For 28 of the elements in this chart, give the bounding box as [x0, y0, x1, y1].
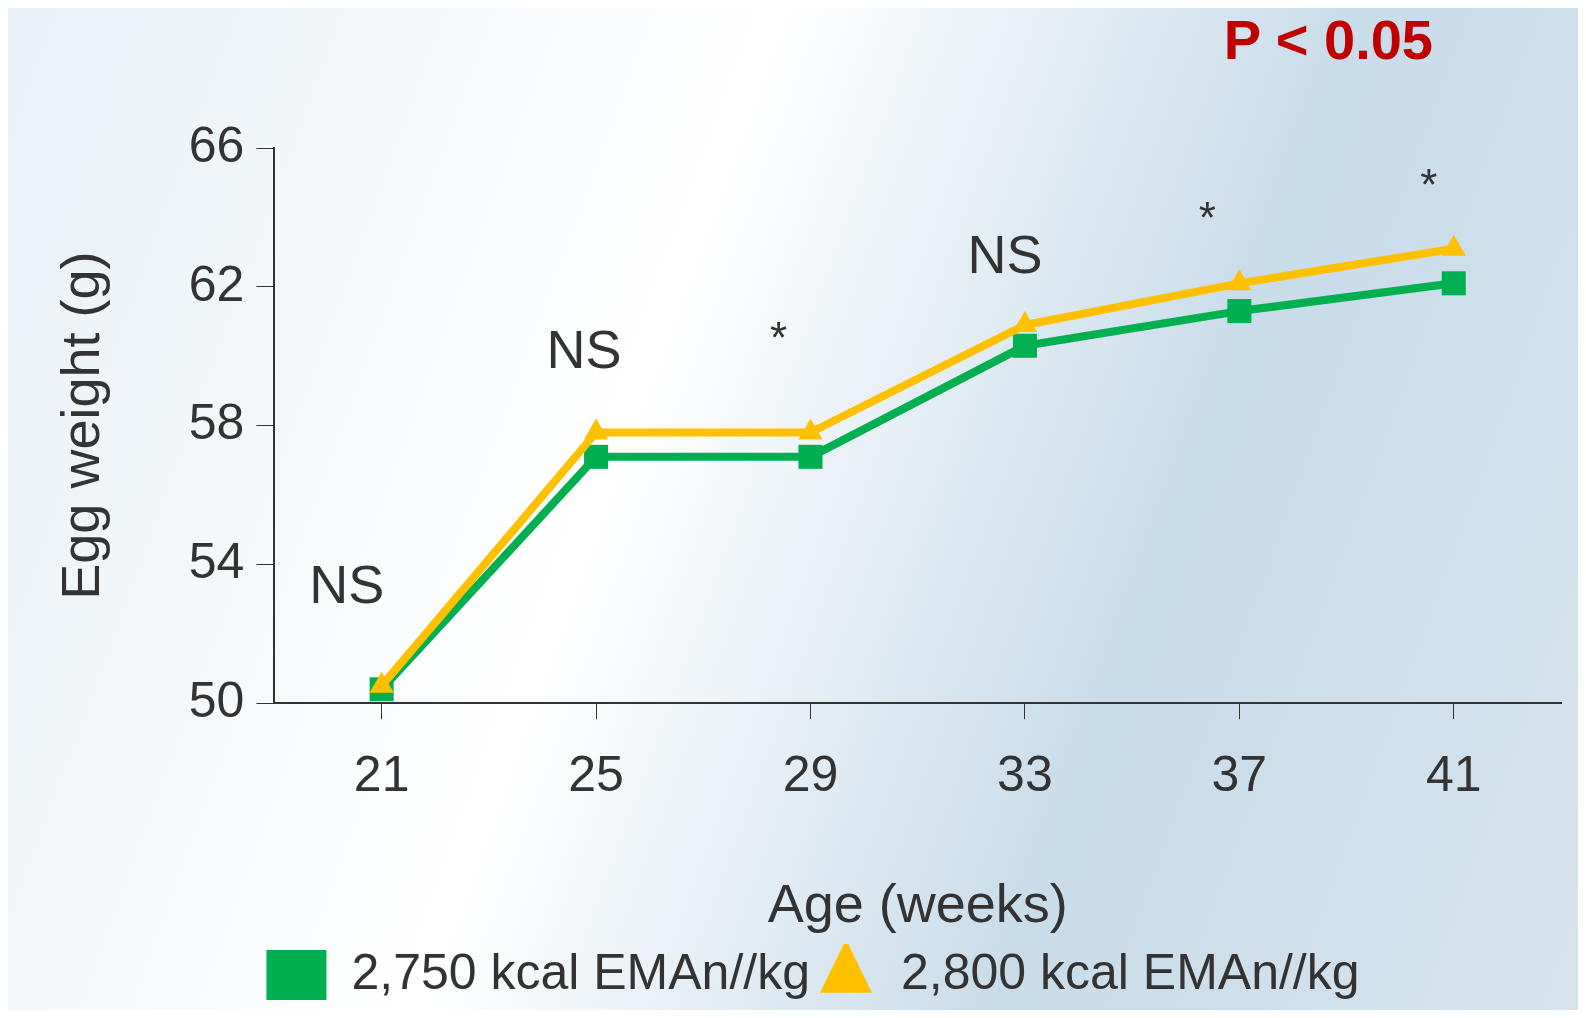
- x-tick-label: 21: [353, 745, 410, 802]
- y-tick-label: 54: [188, 533, 245, 590]
- y-tick-label: 58: [188, 394, 245, 451]
- point: [1227, 269, 1252, 291]
- x-tick-label: 29: [782, 745, 839, 802]
- annotation: NS: [309, 553, 385, 614]
- x-tick-label: 25: [568, 745, 624, 802]
- y-tick-label: 66: [188, 116, 245, 173]
- y-tick-label: 62: [188, 255, 245, 312]
- annotation: NS: [546, 318, 622, 379]
- point: [798, 418, 823, 440]
- annotation: NS: [967, 223, 1043, 284]
- y-axis-title: Egg weight (g): [50, 251, 111, 600]
- x-tick-label: 37: [1211, 745, 1268, 802]
- legend-label: 2,750 kcal EMAn//kg: [351, 943, 811, 1000]
- annotation: *: [1420, 160, 1438, 210]
- point: [583, 418, 609, 440]
- x-tick-label: 41: [1425, 745, 1482, 802]
- x-axis-title: Age (weeks): [767, 873, 1068, 934]
- x-tick-label: 33: [997, 745, 1053, 802]
- text: P < 0.05: [1223, 8, 1433, 72]
- annotation: *: [769, 313, 788, 363]
- point: [1441, 234, 1466, 256]
- point: [584, 444, 609, 469]
- y-tick-label: 50: [188, 671, 245, 728]
- annotation: *: [1198, 193, 1216, 243]
- point: [798, 444, 823, 469]
- legend-label: 2,800 kcal EMAn//kg: [901, 943, 1360, 1000]
